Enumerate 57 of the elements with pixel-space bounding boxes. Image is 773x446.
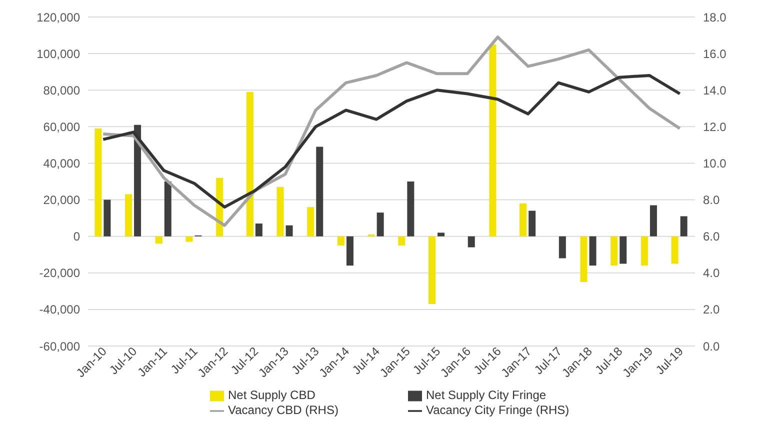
y-tick-label: 40,000 <box>43 156 80 170</box>
bar <box>620 236 627 264</box>
bar <box>428 236 436 304</box>
bar <box>671 236 678 264</box>
y2-tick-label: 16.0 <box>703 46 727 61</box>
legend-label: Net Supply City Fringe <box>426 388 548 402</box>
bar <box>407 182 414 236</box>
bar <box>580 236 588 282</box>
bar <box>468 236 475 248</box>
bar <box>164 182 172 236</box>
bar <box>346 236 354 266</box>
bar <box>307 207 314 236</box>
legend-label: Vacancy City Fringe (RHS) <box>426 402 570 417</box>
bar <box>640 236 648 266</box>
y2-tick-label: 2.0 <box>703 302 720 317</box>
y2-tick-label: 4.0 <box>703 266 720 280</box>
y-tick-label: 120,000 <box>36 10 80 24</box>
legend-label: Vacancy CBD (RHS) <box>228 402 340 417</box>
bar <box>520 203 527 236</box>
bar <box>286 225 293 236</box>
y-tick-label: 20,000 <box>43 193 80 208</box>
bar <box>489 44 496 236</box>
bar <box>337 236 344 246</box>
bar <box>650 205 657 236</box>
y-tick-label: -20,000 <box>39 266 80 280</box>
bar <box>104 200 111 236</box>
legend-label: Net Supply CBD <box>228 388 316 402</box>
bar <box>255 224 262 236</box>
bar <box>186 236 193 242</box>
y-tick-label: 80,000 <box>43 83 80 98</box>
bar <box>316 146 324 236</box>
bar <box>398 236 406 246</box>
y-tick-label: 60,000 <box>43 120 80 134</box>
y-tick-label: 0 <box>73 230 80 244</box>
bar <box>376 212 384 236</box>
y2-tick-label: 18.0 <box>703 10 727 24</box>
bar <box>680 216 688 236</box>
bar <box>246 92 254 236</box>
y2-tick-label: 6.0 <box>703 230 720 244</box>
y-tick-label: -60,000 <box>39 339 80 354</box>
y2-tick-label: 10.0 <box>703 156 727 170</box>
bar <box>155 236 162 244</box>
bar <box>610 236 618 266</box>
bar <box>438 232 445 236</box>
bar <box>528 210 536 236</box>
bar <box>94 128 102 236</box>
y2-tick-label: 0.0 <box>703 339 720 354</box>
bar <box>125 194 132 236</box>
bar <box>558 236 566 258</box>
bar <box>276 186 284 236</box>
bar <box>589 236 596 266</box>
y-tick-label: 100,000 <box>36 46 80 61</box>
y2-tick-label: 12.0 <box>703 120 727 134</box>
y2-tick-label: 8.0 <box>703 193 720 208</box>
y-tick-label: -40,000 <box>39 302 80 317</box>
y2-tick-label: 14.0 <box>703 83 727 98</box>
line-series <box>102 36 682 227</box>
